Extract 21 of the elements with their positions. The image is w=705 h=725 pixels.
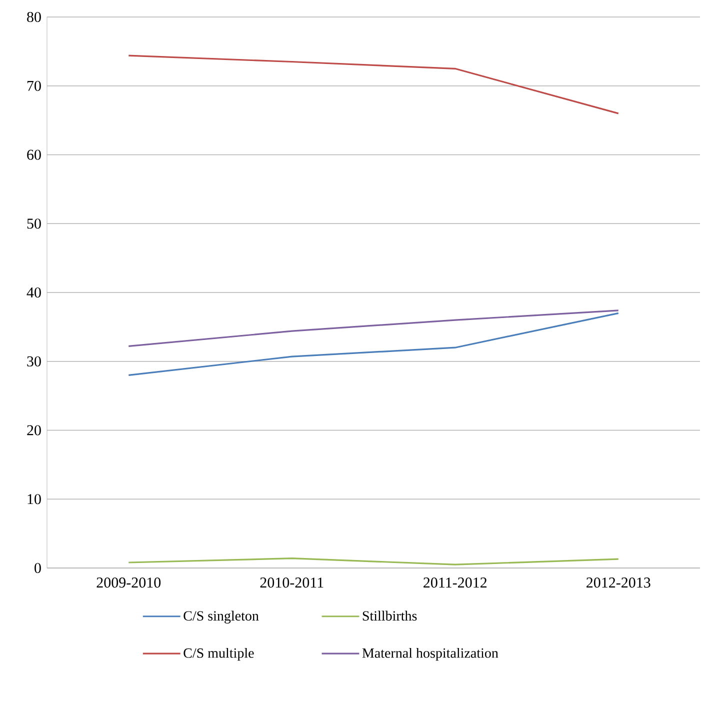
line-series: [128, 558, 620, 566]
legend-label: Stillbirths: [362, 610, 417, 621]
y-tick-label: 20: [27, 425, 41, 436]
y-tick-label: 10: [28, 494, 41, 504]
y-tick-label: 70: [27, 80, 41, 91]
y-tick-label: 40: [26, 287, 41, 298]
line-series: [128, 312, 620, 376]
y-tick-label: 30: [27, 356, 41, 366]
x-tick-label: 2009-2010: [96, 578, 161, 588]
y-tick-label: 60: [27, 150, 41, 160]
legend-label: C/S singleton: [184, 610, 259, 624]
x-tick-label: 2010-2011: [260, 578, 324, 588]
line-series: [128, 54, 620, 114]
y-tick-label: 0: [34, 562, 41, 574]
legend-label: C/S multiple: [184, 648, 254, 661]
line-series: [128, 310, 620, 348]
y-tick-label: 80: [27, 12, 41, 22]
legend-label: Maternal hospitalization: [362, 648, 498, 661]
y-tick-label: 50: [27, 218, 41, 229]
x-tick-label: 2012-2013: [586, 578, 650, 588]
x-tick-label: 2011-2012: [424, 578, 487, 588]
